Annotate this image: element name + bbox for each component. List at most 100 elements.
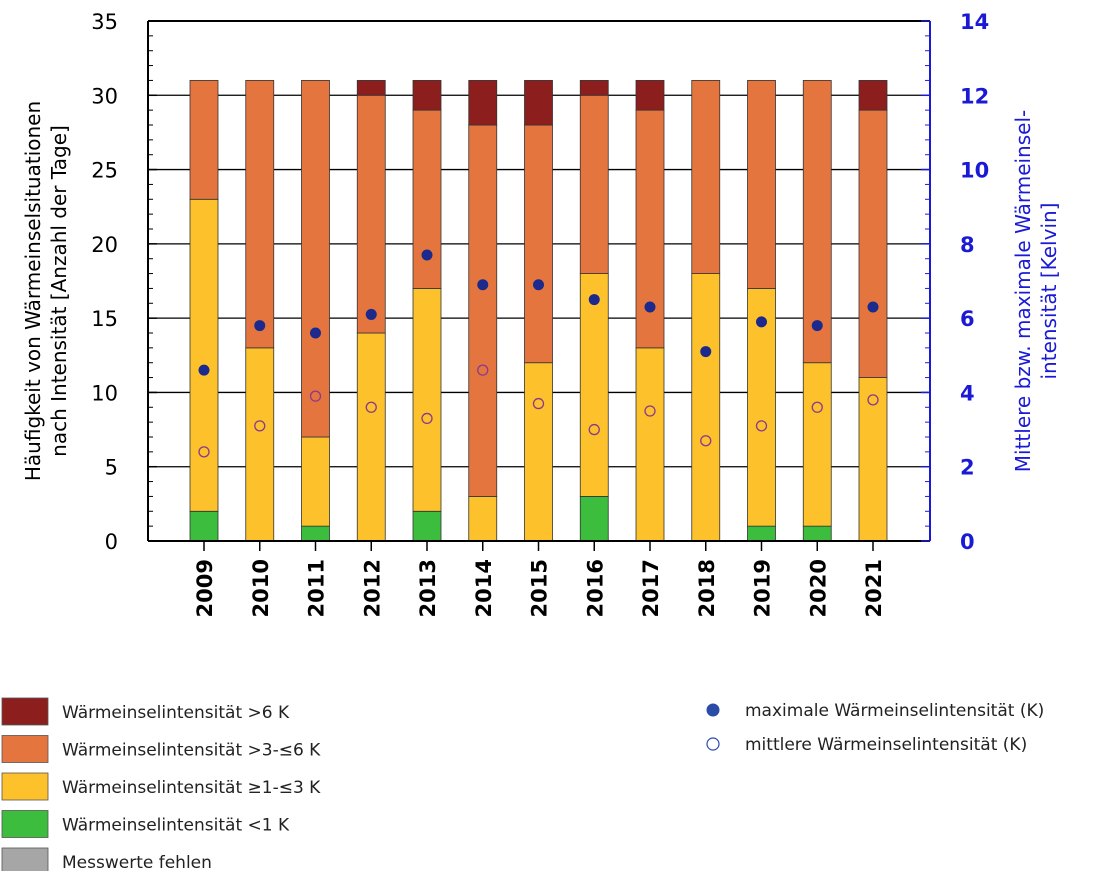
y-right-tick-label: 8 — [960, 233, 975, 257]
bar-segment — [412, 510, 442, 542]
legend-mean-marker — [706, 737, 720, 751]
legend-label: Wärmeinselintensität <1 K — [62, 816, 290, 836]
legend-label: Messwerte fehlen — [62, 853, 212, 871]
max-intensity-marker — [756, 316, 767, 328]
bar-segment — [802, 362, 832, 527]
y-right-tick-label: 12 — [960, 84, 989, 108]
mean-intensity-marker — [421, 412, 433, 425]
legend-swatch — [1, 847, 49, 875]
y-right-tick-label: 10 — [960, 159, 989, 183]
bar-segment — [524, 80, 553, 126]
bar-segment — [858, 377, 888, 542]
legend-label: maximale Wärmeinselintensität (K) — [745, 701, 1044, 721]
x-tick-label: 2014 — [472, 559, 496, 617]
bar-segment — [802, 80, 832, 364]
bar-segment — [579, 94, 609, 274]
y-left-tick-label: 10 — [91, 381, 118, 405]
max-intensity-marker — [254, 320, 266, 332]
y-axis-right-label-line-1: Mittlere bzw. maximale Wärmeinsel- — [1011, 110, 1035, 472]
bar-segment — [245, 80, 275, 349]
bar-segment — [356, 80, 386, 96]
x-tick-label: 2017 — [639, 559, 663, 617]
legend-max-marker — [706, 703, 720, 717]
mean-intensity-marker — [755, 420, 768, 432]
max-intensity-marker — [533, 279, 544, 291]
x-tick-label: 2013 — [416, 559, 440, 617]
bar-segment — [356, 332, 386, 542]
y-left-tick-label: 0 — [105, 530, 118, 554]
bar-segment — [858, 80, 888, 111]
mean-intensity-marker — [811, 401, 823, 413]
y-right-tick-label: 4 — [960, 381, 975, 405]
bar-segment — [301, 436, 330, 527]
mean-intensity-marker — [644, 405, 656, 417]
y-left-tick-label: 35 — [91, 10, 118, 34]
bar-segment — [747, 80, 776, 289]
legend-label: Wärmeinselintensität >3-≤6 K — [62, 741, 321, 761]
bar-segment — [412, 288, 442, 512]
y-left-tick-label: 20 — [91, 233, 118, 257]
bar-segment — [524, 362, 553, 542]
legend-swatch — [1, 697, 49, 726]
x-tick-label: 2010 — [249, 559, 273, 617]
bar-segment — [189, 198, 219, 512]
bar-segment — [356, 94, 386, 334]
legend-swatch — [1, 735, 49, 763]
mean-intensity-marker — [700, 435, 712, 447]
mean-intensity-marker — [477, 364, 489, 376]
bar-segment — [579, 80, 609, 96]
bar-segment — [802, 525, 832, 542]
y-right-tick-label: 6 — [960, 307, 975, 331]
legend-swatch — [1, 772, 49, 801]
x-tick-label: 2009 — [193, 559, 217, 617]
bar-segment — [189, 510, 219, 542]
mean-intensity-marker — [309, 390, 322, 402]
max-intensity-marker — [700, 346, 712, 358]
mean-intensity-marker — [867, 394, 879, 406]
max-intensity-marker — [310, 327, 321, 339]
bar-segment — [468, 496, 498, 542]
y-right-tick-label: 0 — [960, 530, 975, 554]
bar-segment — [747, 288, 776, 527]
bar-segment — [635, 80, 665, 111]
bar-segment — [579, 496, 609, 542]
mean-intensity-marker — [532, 397, 545, 410]
x-tick-label: 2018 — [695, 559, 719, 617]
max-intensity-marker — [811, 320, 823, 332]
bar-segment — [635, 347, 665, 542]
x-tick-label: 2021 — [862, 559, 886, 617]
bar-segment — [189, 80, 219, 200]
bar-segment — [412, 109, 442, 289]
bar-segment — [245, 347, 275, 542]
bar-segment — [301, 80, 330, 438]
x-tick-label: 2016 — [583, 559, 607, 617]
y-left-tick-label: 5 — [105, 456, 118, 480]
axis-labels: Häufigkeit von Wärmeinselsituationen nac… — [21, 101, 1061, 481]
legend: Wärmeinselintensität >6 K Wärmeinselinten… — [1, 697, 1044, 875]
max-intensity-marker — [477, 279, 489, 291]
y-axis-left-label-line-1: Häufigkeit von Wärmeinselsituationen — [21, 101, 45, 481]
max-intensity-marker — [644, 301, 656, 313]
y-axis-left-label-line-2: nach Intensität [Anzahl der Tage] — [47, 125, 71, 457]
bar-segment — [579, 273, 609, 497]
bar-segment — [747, 525, 776, 542]
bar-segment — [691, 80, 721, 274]
bar-segment — [412, 80, 442, 111]
x-tick-label: 2020 — [806, 559, 830, 617]
max-intensity-marker — [365, 308, 377, 320]
y-left-tick-label: 25 — [91, 159, 118, 183]
x-tick-label: 2019 — [751, 559, 775, 617]
mean-intensity-marker — [365, 401, 377, 413]
y-right-tick-label: 2 — [960, 456, 975, 480]
max-intensity-marker — [867, 301, 879, 313]
x-tick-label: 2011 — [305, 559, 329, 617]
bar-segment — [691, 273, 721, 542]
y-right-tick-label: 14 — [960, 10, 989, 34]
bar-segment — [524, 124, 553, 364]
x-tick-label: 2015 — [528, 559, 552, 617]
y-left-tick-label: 15 — [91, 307, 118, 331]
bar-segment — [858, 109, 888, 378]
legend-swatch — [1, 810, 49, 838]
